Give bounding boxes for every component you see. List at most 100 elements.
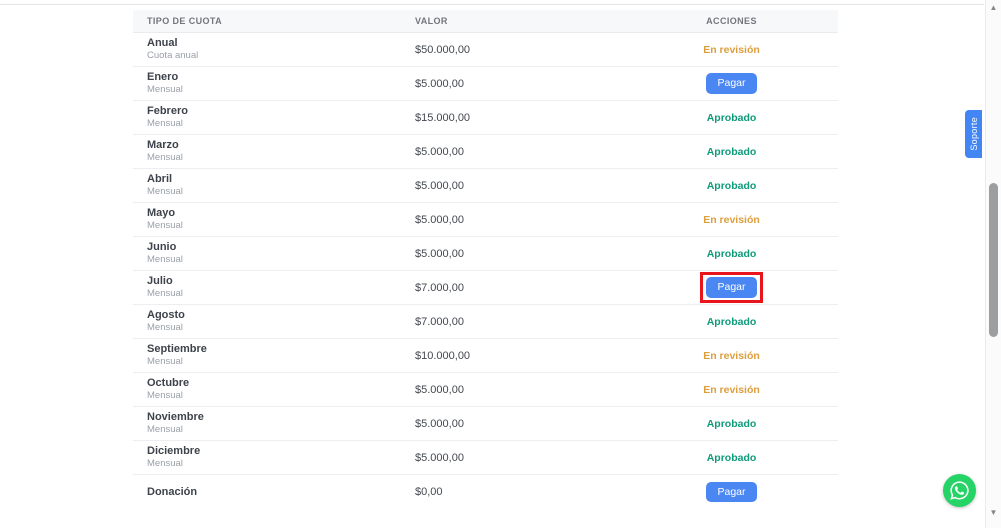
status-badge: Aprobado <box>706 247 757 260</box>
column-header-acciones: ACCIONES <box>706 16 757 26</box>
status-badge: En revisión <box>703 349 760 362</box>
support-tab-label: Soporte <box>968 117 979 151</box>
cuota-title: Agosto <box>147 309 185 322</box>
table-row: Septiembre Mensual $10.000,00 En revisió… <box>133 339 838 373</box>
action-highlight-box: Pagar <box>706 481 757 503</box>
acciones-cell: En revisión <box>625 44 838 56</box>
cuota-title: Octubre <box>147 377 190 390</box>
cuota-cell: Octubre Mensual <box>133 377 401 402</box>
cuota-cell: Mayo Mensual <box>133 207 401 232</box>
table-row: Junio Mensual $5.000,00 Aprobado <box>133 237 838 271</box>
pagar-button[interactable]: Pagar <box>706 481 757 503</box>
cuota-title: Enero <box>147 71 179 84</box>
acciones-cell: En revisión <box>625 384 838 396</box>
valor-cell: $5.000,00 <box>415 77 464 90</box>
acciones-cell: Pagar <box>625 481 838 503</box>
table-row: Octubre Mensual $5.000,00 En revisión <box>133 373 838 407</box>
table-row: Enero Mensual $5.000,00 Pagar <box>133 67 838 101</box>
cuota-subtitle: Mensual <box>147 424 183 436</box>
cuota-title: Junio <box>147 241 177 254</box>
table-row: Julio Mensual $7.000,00 Pagar <box>133 271 838 305</box>
cuota-cell: Diciembre Mensual <box>133 445 401 470</box>
action-highlight-box: En revisión <box>703 44 760 56</box>
whatsapp-icon <box>949 480 970 501</box>
cuota-subtitle: Mensual <box>147 84 183 96</box>
table-row: Febrero Mensual $15.000,00 Aprobado <box>133 101 838 135</box>
cuota-subtitle: Mensual <box>147 288 183 300</box>
cuota-title: Febrero <box>147 105 188 118</box>
valor-cell: $0,00 <box>415 486 443 498</box>
status-badge: En revisión <box>703 43 760 56</box>
scrollbar-thumb[interactable] <box>989 183 998 337</box>
status-badge: En revisión <box>703 213 760 226</box>
pagar-button[interactable]: Pagar <box>706 277 757 298</box>
action-highlight-box: En revisión <box>703 384 760 396</box>
acciones-cell: Aprobado <box>625 146 838 158</box>
cuota-cell: Abril Mensual <box>133 173 401 198</box>
cuota-title: Donación <box>147 485 198 498</box>
cuota-subtitle: Mensual <box>147 220 183 232</box>
acciones-cell: Pagar <box>625 272 838 303</box>
valor-cell: $5.000,00 <box>415 213 464 226</box>
cuota-subtitle: Mensual <box>147 152 183 164</box>
cuota-subtitle: Mensual <box>147 186 183 198</box>
cuota-cell: Donación <box>133 486 401 498</box>
action-highlight-box: Aprobado <box>707 180 757 192</box>
cuota-cell: Febrero Mensual <box>133 105 401 130</box>
acciones-cell: Aprobado <box>625 316 838 328</box>
pagar-button[interactable]: Pagar <box>706 73 757 94</box>
action-highlight-box: Pagar <box>706 73 757 94</box>
cuota-title: Julio <box>147 275 173 288</box>
cuota-title: Anual <box>147 37 178 50</box>
table-row: Agosto Mensual $7.000,00 Aprobado <box>133 305 838 339</box>
table-row: Abril Mensual $5.000,00 Aprobado <box>133 169 838 203</box>
action-highlight-box: Aprobado <box>707 248 757 260</box>
scroll-up-icon[interactable]: ▲ <box>989 3 998 12</box>
action-highlight-box: En revisión <box>703 350 760 362</box>
valor-cell: $5.000,00 <box>415 145 464 158</box>
valor-cell: $5.000,00 <box>415 451 464 464</box>
cuota-cell: Enero Mensual <box>133 71 401 96</box>
cuota-cell: Agosto Mensual <box>133 309 401 334</box>
valor-cell: $5.000,00 <box>415 179 464 192</box>
cuota-subtitle: Mensual <box>147 356 183 368</box>
cuota-cell: Anual Cuota anual <box>133 37 401 62</box>
cuota-cell: Julio Mensual <box>133 275 401 300</box>
cuota-title: Mayo <box>147 207 176 220</box>
table-row: Marzo Mensual $5.000,00 Aprobado <box>133 135 838 169</box>
action-highlight-box: Aprobado <box>707 112 757 124</box>
status-badge: Aprobado <box>706 315 757 328</box>
cuota-subtitle: Mensual <box>147 118 183 130</box>
cuota-title: Septiembre <box>147 343 207 356</box>
valor-cell: $15.000,00 <box>415 111 471 124</box>
scroll-down-icon[interactable]: ▼ <box>989 508 998 517</box>
acciones-cell: En revisión <box>625 214 838 226</box>
cuota-cell: Junio Mensual <box>133 241 401 266</box>
whatsapp-button[interactable] <box>943 474 976 507</box>
support-tab[interactable]: Soporte <box>965 110 982 158</box>
valor-cell: $5.000,00 <box>415 247 464 260</box>
table-header-row: TIPO DE CUOTA VALOR ACCIONES <box>133 10 838 33</box>
table-body: Anual Cuota anual $50.000,00 En revisión… <box>133 33 838 509</box>
table-row: Donación $0,00 Pagar <box>133 475 838 509</box>
cuota-title: Noviembre <box>147 411 204 424</box>
cuotas-table: TIPO DE CUOTA VALOR ACCIONES Anual Cuota… <box>133 10 838 509</box>
cuota-title: Marzo <box>147 139 179 152</box>
cuota-cell: Septiembre Mensual <box>133 343 401 368</box>
valor-cell: $5.000,00 <box>415 417 464 430</box>
table-row: Anual Cuota anual $50.000,00 En revisión <box>133 33 838 67</box>
page-scrollbar[interactable]: ▲ ▼ <box>985 0 1001 528</box>
valor-cell: $10.000,00 <box>415 349 471 362</box>
cuota-cell: Noviembre Mensual <box>133 411 401 436</box>
valor-cell: $7.000,00 <box>415 315 464 328</box>
action-highlight-box: Aprobado <box>707 316 757 328</box>
valor-cell: $7.000,00 <box>415 281 464 294</box>
valor-cell: $5.000,00 <box>415 383 464 396</box>
table-row: Mayo Mensual $5.000,00 En revisión <box>133 203 838 237</box>
status-badge: En revisión <box>703 383 760 396</box>
cuota-cell: Marzo Mensual <box>133 139 401 164</box>
cuota-subtitle: Mensual <box>147 390 183 402</box>
column-header-valor: VALOR <box>415 16 448 26</box>
acciones-cell: Aprobado <box>625 418 838 430</box>
table-row: Diciembre Mensual $5.000,00 Aprobado <box>133 441 838 475</box>
